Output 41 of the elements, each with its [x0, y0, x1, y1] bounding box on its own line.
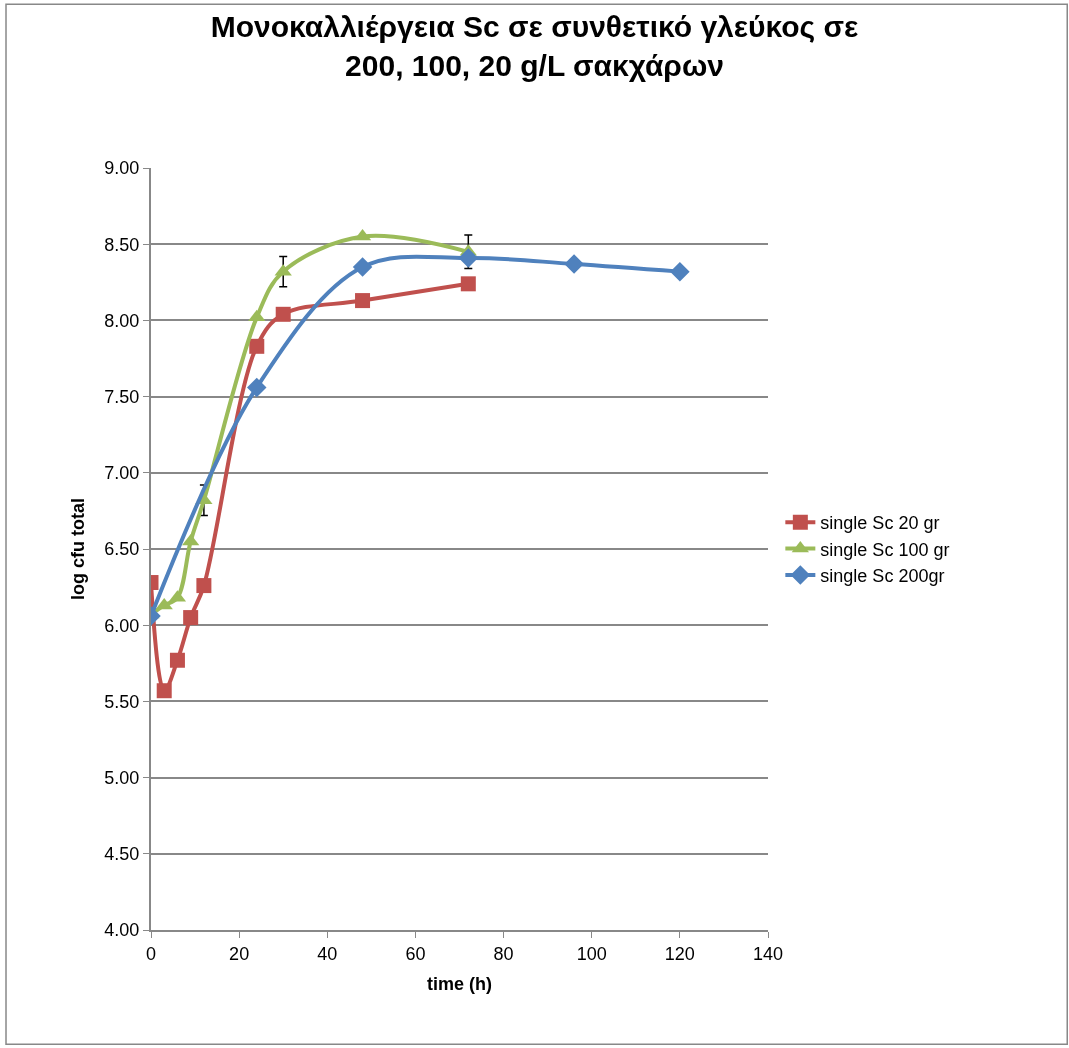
point	[183, 610, 199, 626]
y-tick-label: 4.00	[104, 920, 140, 941]
y-tick-label: 9.00	[104, 158, 140, 179]
point	[249, 338, 265, 354]
legend-label: single Sc 100 gr	[820, 539, 950, 560]
point	[352, 257, 373, 277]
point	[460, 276, 476, 292]
legend-label: single Sc 20 gr	[820, 513, 940, 534]
y-axis-title: log cfu total	[68, 498, 89, 600]
x-tick-label: 140	[752, 943, 784, 964]
point	[169, 652, 185, 668]
point	[670, 261, 690, 282]
x-tick-label: 100	[576, 943, 607, 964]
point	[247, 377, 267, 398]
point	[182, 533, 200, 546]
x-tick-label: 20	[229, 943, 250, 964]
point	[458, 248, 479, 268]
point	[248, 309, 266, 322]
x-tick-label: 80	[493, 943, 514, 964]
x-axis-title: time (h)	[427, 974, 492, 995]
x-tick-label: 60	[405, 943, 426, 964]
point	[275, 306, 291, 322]
y-tick-label: 5.00	[104, 767, 140, 788]
point	[196, 578, 212, 594]
y-tick-label: 7.00	[104, 463, 140, 484]
x-tick-label: 120	[664, 943, 695, 964]
x-tick-label: 40	[317, 943, 338, 964]
y-tick-label: 4.50	[104, 844, 140, 865]
y-tick-label: 6.00	[104, 615, 140, 636]
point	[355, 293, 371, 309]
y-tick-label: 8.50	[104, 234, 140, 255]
y-tick-label: 7.50	[104, 386, 140, 407]
chart-title: Μονοκαλλιέργεια Sc σε συνθετικό γλεύκος σε 200, 100, 20 g/L σακχάρων	[210, 9, 859, 82]
legend-label: single Sc 200gr	[820, 566, 945, 587]
y-tick-label: 6.50	[104, 539, 140, 560]
y-tick-label: 8.00	[104, 310, 140, 331]
point	[156, 683, 172, 699]
point	[155, 597, 173, 610]
y-tick-label: 5.50	[104, 691, 140, 712]
point	[564, 254, 584, 274]
x-tick-label: 0	[145, 943, 157, 964]
